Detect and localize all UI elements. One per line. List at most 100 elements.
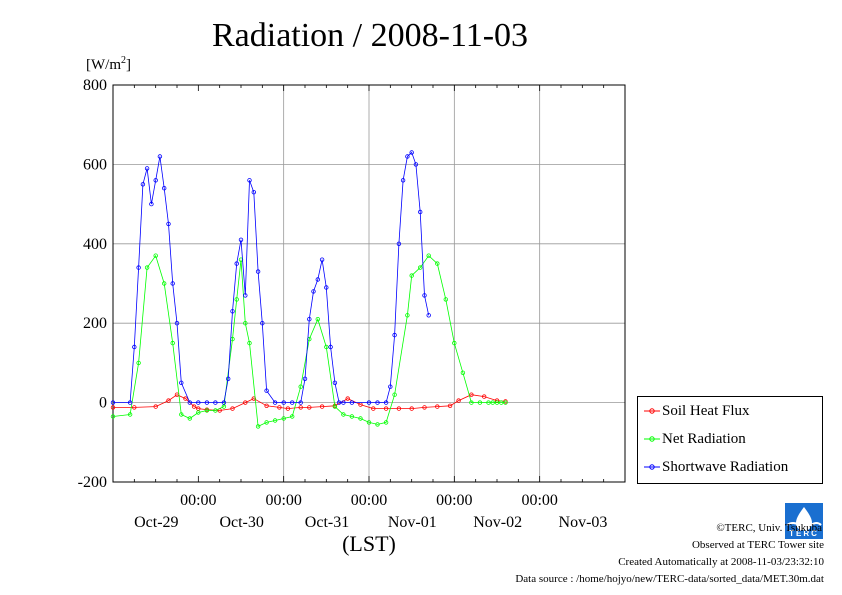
data-point (388, 384, 393, 389)
series-line (113, 151, 430, 404)
x-tick-date: Oct-31 (305, 514, 349, 531)
data-point (213, 408, 218, 413)
data-point (503, 400, 508, 405)
credit-copyright: ©TERC, Univ. Tsukuba (716, 522, 822, 534)
legend-label: Shortwave Radiation (662, 459, 789, 475)
data-point (243, 321, 248, 326)
data-point (396, 241, 402, 246)
chart-title: Radiation / 2008-11-03 (212, 17, 528, 54)
data-point (144, 166, 150, 171)
legend-label: Soil Heat Flux (662, 403, 750, 419)
series-shortwave-radiation (110, 150, 431, 405)
data-point (166, 221, 171, 227)
data-point (383, 420, 389, 425)
plot-frame (112, 84, 626, 483)
data-point (132, 344, 137, 350)
y-tick-label: 0 (99, 395, 107, 412)
data-point (341, 412, 346, 417)
data-point (345, 396, 350, 401)
data-point (311, 289, 316, 294)
data-point (298, 400, 303, 405)
data-point (422, 293, 427, 298)
y-axis-unit-prefix: [W/m (86, 57, 121, 73)
data-point (260, 321, 265, 326)
data-point (392, 392, 397, 397)
data-point (366, 420, 372, 425)
data-point (110, 414, 116, 419)
data-point (298, 384, 303, 389)
data-point (225, 376, 231, 381)
data-point (452, 340, 457, 346)
data-point (409, 150, 414, 155)
data-point (144, 265, 150, 270)
data-point (469, 392, 474, 397)
data-point (247, 178, 252, 183)
data-point (477, 400, 483, 405)
data-point (179, 412, 184, 417)
data-point (435, 404, 440, 409)
x-tick-time: 00:00 (436, 492, 472, 509)
data-point (460, 370, 466, 375)
data-point (332, 380, 338, 385)
y-tick-label: 600 (83, 156, 107, 173)
data-point (447, 403, 453, 408)
data-point (191, 404, 197, 409)
data-point (328, 344, 333, 350)
data-point (264, 388, 269, 393)
data-point (426, 313, 431, 318)
credit-site: Observed at TERC Tower site (691, 539, 824, 551)
data-point (324, 344, 329, 350)
credit-source: Data source : /home/hojyo/new/TERC-data/… (515, 573, 824, 585)
legend-marker-shortwave-radiation (644, 464, 660, 470)
series-net-radiation (110, 253, 508, 429)
data-point (234, 261, 239, 266)
x-tick-date: Nov-02 (473, 514, 522, 531)
legend-label: Net Radiation (662, 431, 746, 447)
data-point (281, 416, 286, 421)
data-point (110, 400, 116, 405)
data-point (315, 317, 320, 322)
data-point (247, 340, 252, 346)
data-point (136, 265, 141, 270)
data-point (238, 237, 244, 242)
data-point (315, 277, 320, 282)
data-point (426, 253, 431, 258)
data-point (110, 405, 116, 410)
x-tick-date: Oct-30 (219, 514, 263, 531)
data-point (383, 406, 389, 411)
data-point (272, 418, 278, 423)
data-point (161, 281, 167, 286)
data-point (127, 400, 133, 405)
data-point (132, 405, 137, 410)
data-point (418, 209, 423, 215)
data-point (405, 313, 410, 318)
data-point (230, 309, 235, 314)
data-point (255, 424, 261, 429)
data-point (243, 293, 248, 298)
credit-created: Created Automatically at 2008-11-03/23:3… (618, 556, 824, 568)
y-tick-label: 800 (83, 77, 107, 94)
data-point (405, 154, 410, 159)
data-point (375, 400, 380, 405)
y-tick-label: 200 (83, 315, 107, 332)
terc-logo-text: TERC (789, 529, 819, 538)
data-point (157, 154, 163, 159)
data-point (290, 400, 295, 405)
data-point (187, 400, 192, 405)
data-point (170, 340, 175, 346)
x-tick-time: 00:00 (351, 492, 387, 509)
data-point (290, 414, 295, 419)
x-tick-date: Nov-01 (388, 514, 437, 531)
x-axis-ticks: 00:00Oct-2900:00Oct-3000:00Oct-3100:00No… (134, 492, 607, 531)
data-point (298, 405, 303, 410)
data-point (400, 178, 406, 183)
data-point (435, 261, 440, 266)
data-point (187, 416, 192, 421)
y-axis-ticks: 800 600 400 200 0 -200 (78, 77, 107, 491)
data-point (494, 400, 500, 405)
data-point (196, 410, 201, 415)
data-point (149, 201, 154, 207)
data-point (204, 408, 210, 413)
data-point (281, 400, 286, 405)
legend-marker-net-radiation (644, 436, 660, 442)
